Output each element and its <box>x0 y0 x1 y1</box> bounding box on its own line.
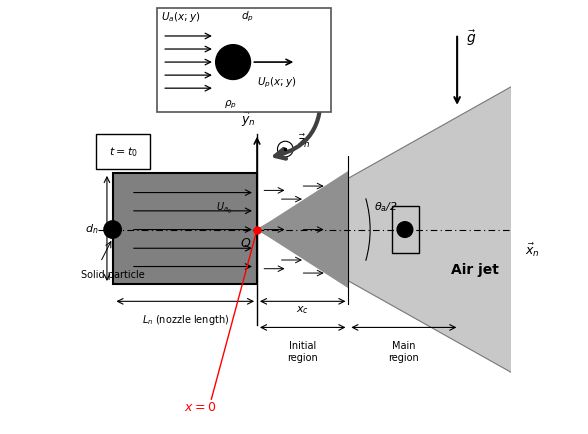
Text: $U_{a_0}$: $U_{a_0}$ <box>216 201 232 216</box>
Text: $d_p$: $d_p$ <box>241 10 254 24</box>
Text: $U_a(x;y)$: $U_a(x;y)$ <box>161 10 201 23</box>
Bar <box>392 206 419 254</box>
Bar <box>113 174 257 284</box>
Text: $U_p(x;y)$: $U_p(x;y)$ <box>257 75 296 89</box>
Bar <box>157 9 331 113</box>
Text: $x_c$: $x_c$ <box>296 304 309 316</box>
Polygon shape <box>257 82 520 378</box>
Polygon shape <box>257 171 348 289</box>
Text: Air jet: Air jet <box>450 262 499 276</box>
Text: $\theta_a$/2: $\theta_a$/2 <box>373 199 397 213</box>
FancyBboxPatch shape <box>96 135 151 169</box>
Circle shape <box>397 222 413 238</box>
Text: $\vec{z}_n$: $\vec{z}_n$ <box>297 132 310 149</box>
Text: $x = 0$: $x = 0$ <box>185 400 216 413</box>
Text: $d_n$: $d_n$ <box>85 222 98 236</box>
Text: $\vec{g}$: $\vec{g}$ <box>466 28 476 48</box>
Text: $\vec{y}_n$: $\vec{y}_n$ <box>241 111 256 128</box>
Circle shape <box>104 221 121 239</box>
Text: $L_n$ (nozzle length): $L_n$ (nozzle length) <box>142 312 229 326</box>
Circle shape <box>216 46 250 80</box>
FancyArrowPatch shape <box>275 89 320 159</box>
Text: Solid particle: Solid particle <box>81 269 145 279</box>
Text: $O$: $O$ <box>240 237 252 250</box>
Text: $t = t_0$: $t = t_0$ <box>109 145 138 159</box>
Circle shape <box>278 142 293 158</box>
Text: $\vec{x}_n$: $\vec{x}_n$ <box>524 241 539 258</box>
Text: Main
region: Main region <box>389 341 419 362</box>
Text: $\rho_p$: $\rho_p$ <box>225 99 238 111</box>
Text: Initial
region: Initial region <box>288 341 318 362</box>
